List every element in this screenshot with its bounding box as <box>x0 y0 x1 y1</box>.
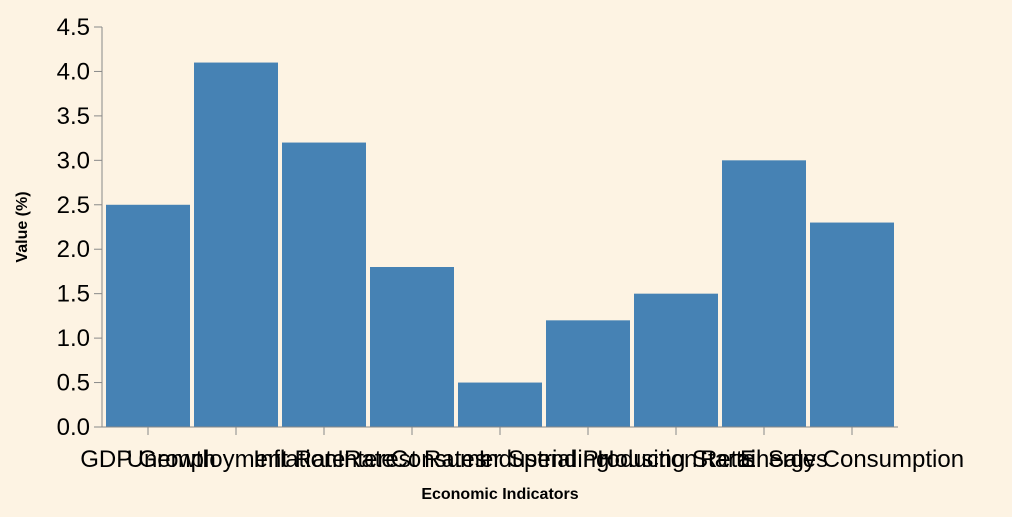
x-tick-label: Industrial Production <box>479 446 698 473</box>
y-tick-label: 0.5 <box>57 370 90 397</box>
x-tick-label: Inflation Rate <box>253 446 394 473</box>
y-tick-label: 3.5 <box>57 103 90 130</box>
x-tick-label: Interest Rates <box>337 446 486 473</box>
bar[interactable] <box>106 204 190 427</box>
y-tick-label: 1.5 <box>57 281 90 308</box>
bar[interactable] <box>282 142 366 428</box>
bars-group <box>106 62 894 428</box>
bar[interactable] <box>810 222 894 427</box>
x-tick-label: GDP Growth <box>80 446 216 473</box>
bar[interactable] <box>370 267 454 427</box>
y-tick-label: 0.0 <box>57 414 90 441</box>
y-axis-title: Value (%) <box>14 191 31 262</box>
y-tick-label: 1.0 <box>57 325 90 352</box>
bar[interactable] <box>194 62 278 428</box>
x-tick-label: Retail Sales <box>700 446 828 473</box>
y-tick-label: 2.5 <box>57 192 90 219</box>
y-tick-label: 4.5 <box>57 14 90 41</box>
bar[interactable] <box>722 160 806 428</box>
y-tick-label: 2.0 <box>57 236 90 263</box>
y-tick-label: 4.0 <box>57 58 90 85</box>
x-tick-label: Consumer Spending <box>391 446 610 473</box>
y-axis: 0.0 0.5 1.0 1.5 2.0 2.5 3.0 3.5 4.0 4.5 <box>57 14 103 441</box>
bar[interactable] <box>634 293 718 427</box>
bar[interactable] <box>546 320 630 427</box>
x-tick-label: Housing Starts <box>597 446 754 473</box>
x-axis-title: Economic Indicators <box>421 486 578 503</box>
bar[interactable] <box>458 382 542 427</box>
x-tick-label: Energy Consumption <box>740 446 964 473</box>
y-tick-label: 3.0 <box>57 147 90 174</box>
x-tick-label: Unemployment Rate <box>127 446 346 473</box>
